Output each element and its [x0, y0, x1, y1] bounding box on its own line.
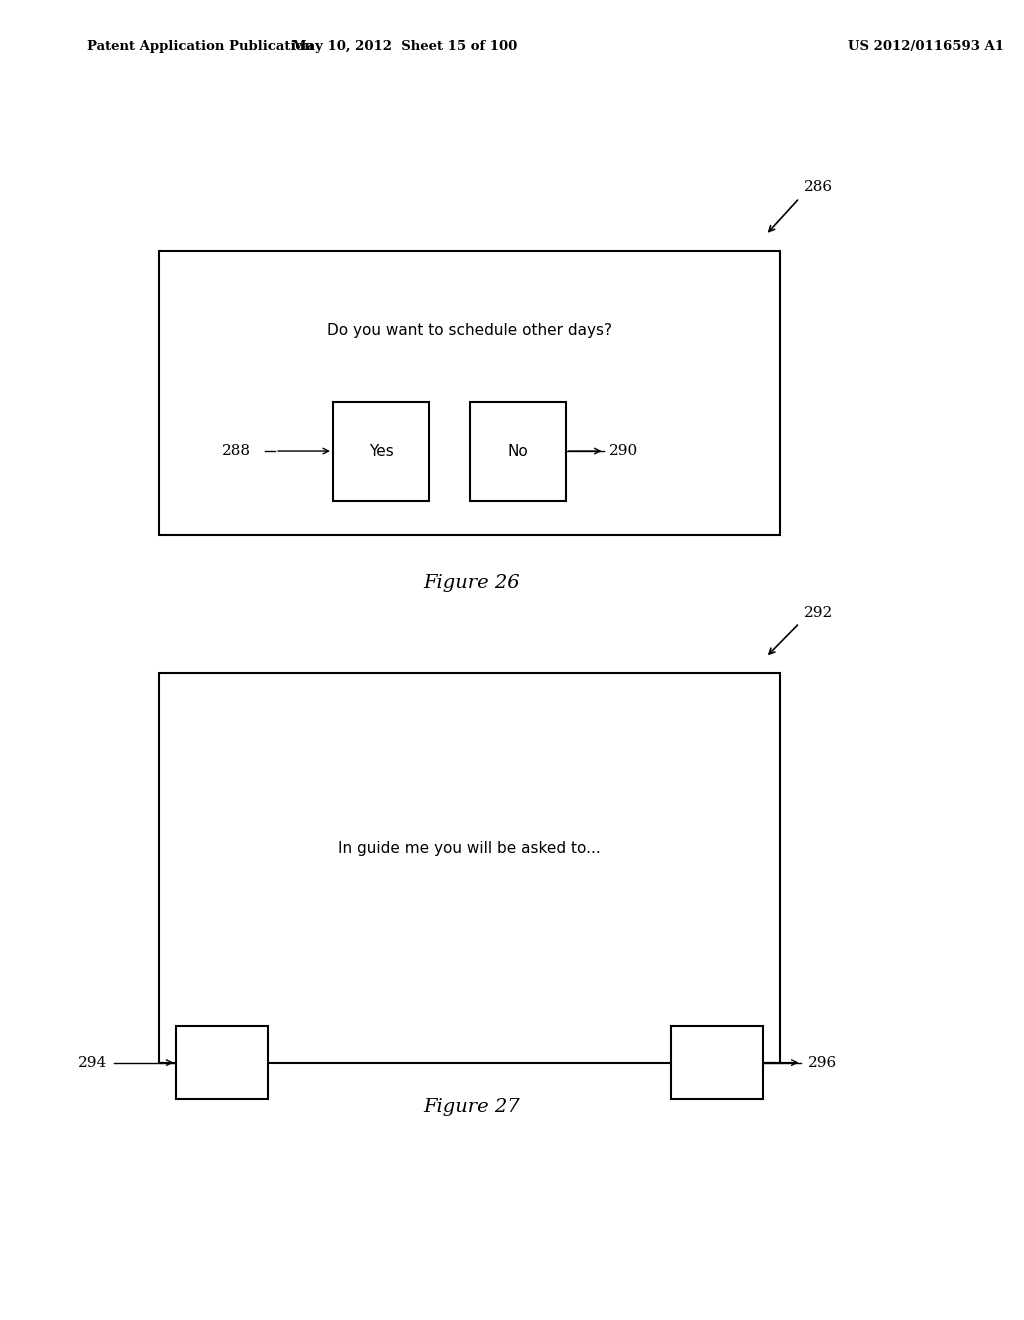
Text: Figure 26: Figure 26: [424, 574, 520, 593]
Text: US 2012/0116593 A1: US 2012/0116593 A1: [848, 40, 1004, 53]
FancyBboxPatch shape: [672, 1027, 763, 1098]
Text: 290: 290: [609, 444, 639, 458]
FancyBboxPatch shape: [176, 1027, 268, 1098]
Text: May 10, 2012  Sheet 15 of 100: May 10, 2012 Sheet 15 of 100: [292, 40, 517, 53]
Text: 294: 294: [78, 1056, 106, 1069]
Text: No: No: [507, 444, 528, 458]
Text: Do you want to schedule other days?: Do you want to schedule other days?: [327, 323, 612, 338]
Text: Next: Next: [699, 1055, 735, 1071]
FancyBboxPatch shape: [159, 673, 780, 1063]
FancyBboxPatch shape: [470, 401, 566, 500]
Text: 296: 296: [808, 1056, 838, 1069]
Text: 292: 292: [804, 606, 834, 620]
Text: 288: 288: [222, 444, 251, 458]
Text: Patent Application Publication: Patent Application Publication: [87, 40, 313, 53]
FancyBboxPatch shape: [159, 251, 780, 535]
Text: Figure 27: Figure 27: [424, 1098, 520, 1117]
Text: 286: 286: [804, 180, 834, 194]
Text: Yes: Yes: [369, 444, 393, 458]
Text: Back: Back: [204, 1055, 241, 1071]
Text: In guide me you will be asked to...: In guide me you will be asked to...: [338, 841, 601, 855]
FancyBboxPatch shape: [333, 401, 429, 500]
